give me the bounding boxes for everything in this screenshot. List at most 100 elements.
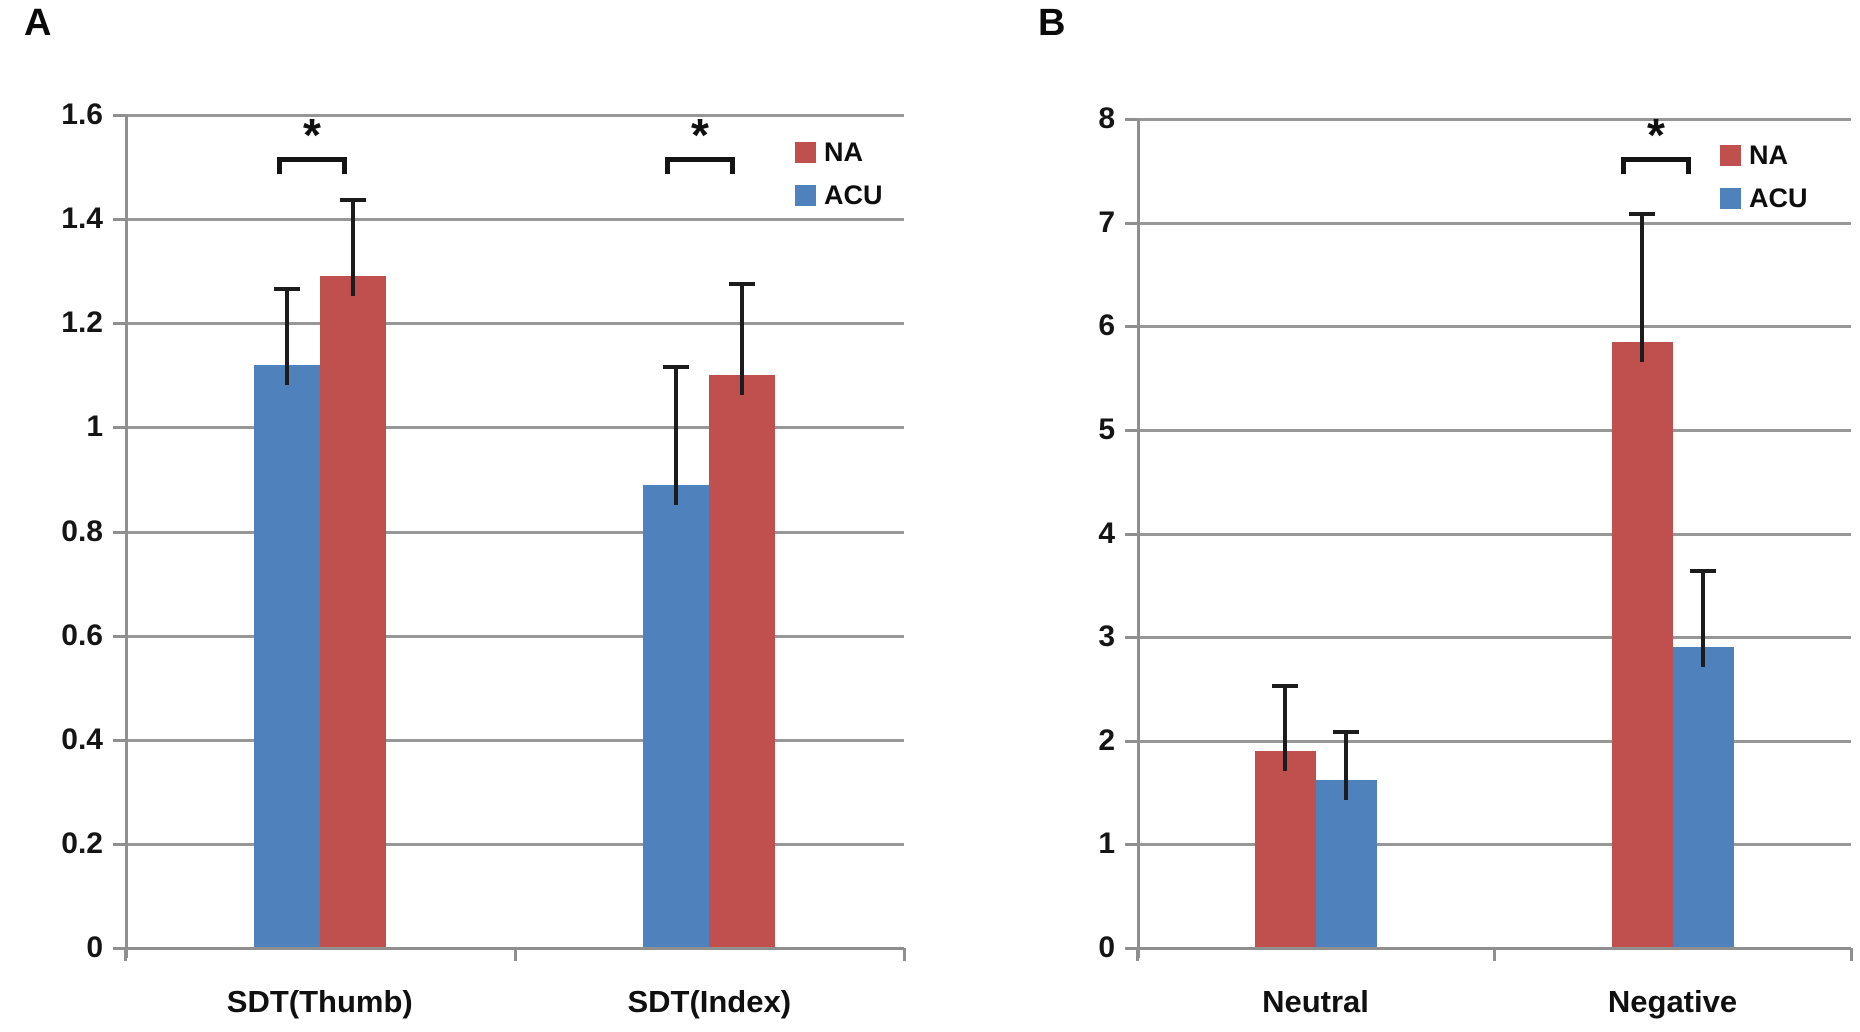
y-axis-tick: [113, 843, 125, 846]
error-bar-line: [1283, 684, 1287, 771]
y-axis-tick: [1125, 533, 1137, 536]
x-axis-tick: [124, 948, 127, 961]
y-axis-tick: [113, 635, 125, 638]
significance-bracket-bar: [277, 157, 347, 162]
gridline: [125, 426, 904, 429]
legend-swatch-na: [1720, 145, 1741, 166]
y-tick-label: 0.6: [61, 619, 103, 652]
legend-label: NA: [824, 137, 863, 167]
category-label: SDT(Index): [627, 984, 792, 1019]
y-tick-label: 1: [1098, 827, 1115, 860]
gridline: [125, 218, 904, 221]
panel-letter: B: [1038, 2, 1066, 44]
gridline: [1137, 636, 1851, 639]
gridline: [1137, 222, 1851, 225]
legend-swatch-na: [795, 142, 816, 163]
error-bar-line: [740, 282, 744, 395]
significance-asterisk: *: [303, 109, 321, 161]
y-axis-tick: [1125, 843, 1137, 846]
significance-bracket-left-leg: [1621, 157, 1626, 174]
significance-asterisk: *: [1647, 109, 1665, 161]
bar-na-0: [1255, 751, 1316, 948]
significance-asterisk: *: [691, 109, 709, 161]
significance-bracket-bar: [665, 157, 735, 162]
y-axis-tick: [1125, 947, 1137, 950]
error-bar-line: [351, 198, 355, 296]
gridline: [125, 531, 904, 534]
error-bar-line: [1344, 730, 1348, 800]
legend-swatch-acu: [795, 185, 816, 206]
y-tick-label: 0: [1098, 931, 1115, 964]
error-bar-cap: [663, 365, 689, 369]
significance-bracket-right-leg: [342, 157, 347, 174]
gridline: [125, 635, 904, 638]
gridline: [1137, 740, 1851, 743]
bar-acu-1: [643, 485, 709, 948]
y-axis-tick: [1125, 222, 1137, 225]
error-bar-cap: [1629, 212, 1655, 216]
y-axis-tick: [1125, 636, 1137, 639]
y-tick-label: 1.6: [61, 98, 103, 131]
gridline: [125, 114, 904, 117]
error-bar-line: [1701, 569, 1705, 667]
bar-na-1: [1612, 342, 1673, 948]
error-bar-cap: [1272, 684, 1298, 688]
error-bar-cap: [274, 287, 300, 291]
legend-label: ACU: [1749, 183, 1808, 213]
gridline: [1137, 533, 1851, 536]
gridline: [1137, 429, 1851, 432]
y-tick-label: 7: [1098, 206, 1115, 239]
y-tick-label: 2: [1098, 724, 1115, 757]
x-axis-tick: [1493, 948, 1496, 961]
x-axis-tick: [1850, 948, 1853, 961]
y-tick-label: 1.2: [61, 306, 103, 339]
error-bar-line: [674, 365, 678, 505]
gridline: [125, 322, 904, 325]
bar-acu-0: [254, 365, 320, 948]
bar-acu-1: [1673, 647, 1734, 948]
x-axis-tick: [903, 948, 906, 961]
error-bar-line: [1640, 212, 1644, 362]
category-label: Negative: [1607, 984, 1738, 1019]
significance-bracket-right-leg: [730, 157, 735, 174]
y-tick-label: 1.4: [61, 202, 103, 235]
y-tick-label: 0.4: [61, 723, 103, 756]
y-axis-tick: [113, 426, 125, 429]
y-axis-tick: [113, 739, 125, 742]
y-axis-tick: [113, 114, 125, 117]
y-tick-label: 6: [1098, 309, 1115, 342]
legend-label: ACU: [824, 180, 883, 210]
error-bar-line: [285, 287, 289, 385]
y-axis-tick: [113, 947, 125, 950]
significance-bracket-left-leg: [277, 157, 282, 174]
significance-bracket-bar: [1621, 157, 1691, 162]
legend-swatch-acu: [1720, 188, 1741, 209]
y-tick-label: 8: [1098, 102, 1115, 135]
significance-bracket-right-leg: [1686, 157, 1691, 174]
error-bar-cap: [729, 282, 755, 286]
error-bar-cap: [340, 198, 366, 202]
y-axis-tick: [1125, 325, 1137, 328]
y-axis-line: [1137, 119, 1140, 958]
panel-letter: A: [24, 2, 52, 44]
legend-label: NA: [1749, 140, 1788, 170]
y-tick-label: 1: [86, 410, 103, 443]
bar-acu-0: [1316, 780, 1377, 948]
bar-na-1: [709, 375, 775, 948]
y-axis-tick: [113, 218, 125, 221]
y-tick-label: 3: [1098, 620, 1115, 653]
y-axis-tick: [113, 322, 125, 325]
error-bar-cap: [1690, 569, 1716, 573]
y-tick-label: 5: [1098, 413, 1115, 446]
y-axis-tick: [1125, 429, 1137, 432]
y-tick-label: 0.2: [61, 827, 103, 860]
bar-na-0: [320, 276, 386, 948]
gridline: [1137, 118, 1851, 121]
y-axis-tick: [1125, 118, 1137, 121]
gridline: [1137, 843, 1851, 846]
y-tick-label: 0.8: [61, 515, 103, 548]
x-axis-tick: [514, 948, 517, 961]
x-axis-tick: [1136, 948, 1139, 961]
